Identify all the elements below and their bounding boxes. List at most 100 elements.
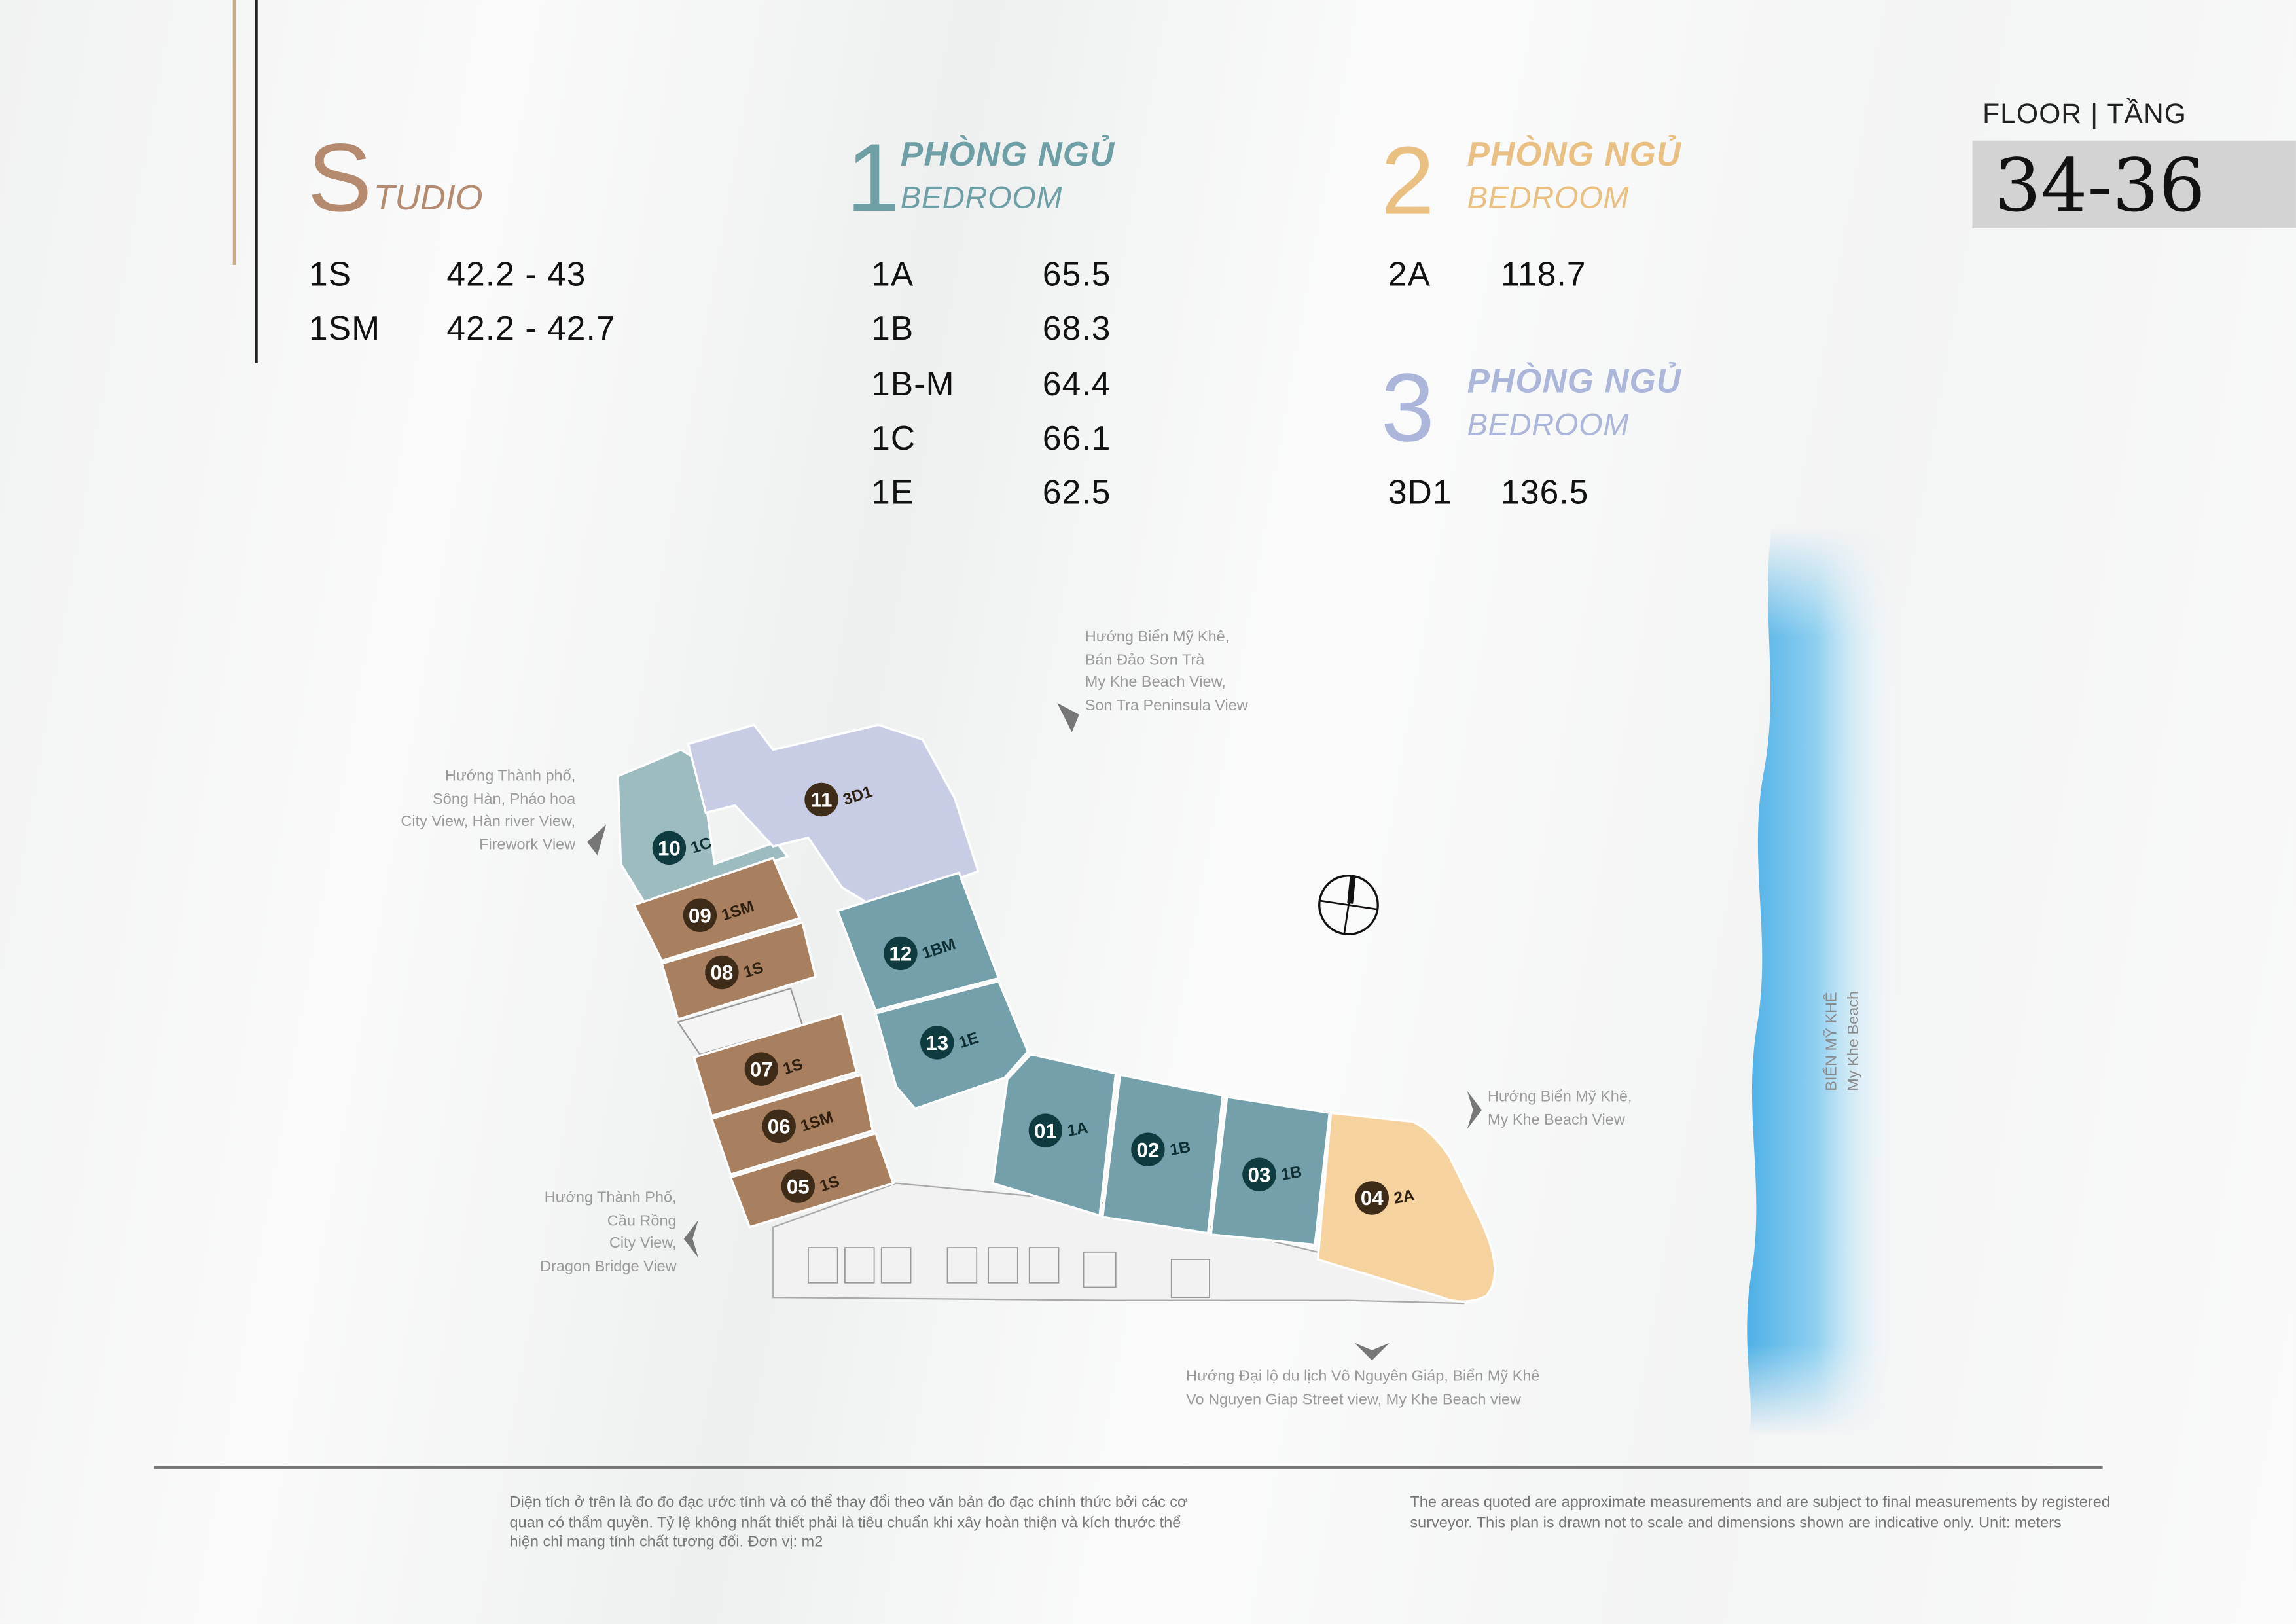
unit-type: 1E xyxy=(871,473,914,511)
floor-badge: 34-36 xyxy=(1972,140,2296,229)
view-text: Dragon Bridge View xyxy=(540,1257,677,1275)
unit-area: 62.5 xyxy=(1042,473,1111,511)
unit-type-label: 1A xyxy=(1066,1119,1090,1140)
unit-type-label: 1B xyxy=(1280,1163,1303,1184)
unit-number-circle xyxy=(884,936,918,971)
bedroom-title-vn: PHÒNG NGỦ xyxy=(1467,361,1682,400)
decorative-line xyxy=(255,0,257,363)
unit-08-area[interactable] xyxy=(660,921,817,1021)
arrow-northwest-icon xyxy=(587,824,607,856)
unit-number: 10 xyxy=(658,837,681,860)
unit-number: 04 xyxy=(1361,1187,1384,1210)
unit-type: 1A xyxy=(871,255,914,293)
unit-number: 06 xyxy=(768,1115,791,1138)
unit-area: 68.3 xyxy=(1042,309,1111,348)
view-label-west: Hướng Thành Phố, Cầu Rồng City View, Dragon… xyxy=(471,1187,677,1278)
arrow-south-icon xyxy=(1354,1343,1390,1361)
elevators xyxy=(808,1247,1210,1299)
view-label-north: Hướng Biển Mỹ Khê, Bán Đảo Sơn Trà My Khe … xyxy=(1085,627,1248,718)
unit-number-circle xyxy=(1131,1132,1165,1166)
unit-type: 1C xyxy=(871,418,916,458)
unit-04-area[interactable] xyxy=(1316,1111,1496,1303)
unit-area: 42.2 - 42.7 xyxy=(446,309,616,348)
disclaimer-en: The areas quoted are approximate measure… xyxy=(1410,1493,2110,1531)
unit-number-circle xyxy=(652,831,687,865)
unit-type: 3D1 xyxy=(1388,473,1452,511)
unit-number-circle xyxy=(804,782,838,817)
view-label-east: Hướng Biển Mỹ Khê, My Khe Beach View xyxy=(1488,1087,1632,1132)
unit-badge-04[interactable]: 04 2A xyxy=(1355,1181,1416,1215)
unit-number-circle xyxy=(683,898,717,932)
floor-value: 34-36 xyxy=(1994,143,2206,229)
disclaimer-vn: Diện tích ở trên là đo đo đạc ước tính v… xyxy=(509,1493,1188,1551)
arrow-north-icon xyxy=(1057,702,1079,732)
unit-type: 1B xyxy=(871,309,914,348)
unit-badge-02[interactable]: 02 1B xyxy=(1131,1132,1192,1166)
studio-title: TUDIO xyxy=(373,178,483,219)
unit-type-label: 1B xyxy=(1168,1138,1192,1159)
view-text: Firework View xyxy=(479,835,576,854)
view-text: Bán Đảo Sơn Trà xyxy=(1085,651,1205,669)
unit-number: 12 xyxy=(889,943,912,965)
unit-number: 03 xyxy=(1248,1163,1271,1186)
unit-badge-03[interactable]: 03 1B xyxy=(1242,1157,1303,1191)
view-text: City View, Hàn river View, xyxy=(401,812,576,831)
unit-number-circle xyxy=(1028,1113,1063,1147)
unit-type: 1S xyxy=(309,255,352,293)
bedroom-count: 2 xyxy=(1380,126,1435,234)
service-core xyxy=(772,1182,1465,1305)
unit-number: 01 xyxy=(1034,1119,1057,1142)
view-text: Hướng Đại lộ du lịch Võ Nguyên Giáp, Biể… xyxy=(1186,1367,1540,1386)
unit-area: 66.1 xyxy=(1042,418,1111,458)
unit-number-circle xyxy=(781,1169,816,1203)
unit-number-circle xyxy=(705,955,739,990)
unit-number-circle xyxy=(920,1026,954,1060)
bedroom-title-vn: PHÒNG NGỦ xyxy=(1467,134,1682,173)
unit-type: 1B-M xyxy=(871,365,955,403)
unit-badge-01[interactable]: 01 1A xyxy=(1028,1113,1090,1147)
view-text: City View, xyxy=(609,1234,677,1252)
unit-number-circle xyxy=(1355,1181,1389,1215)
unit-12-area[interactable] xyxy=(836,871,1000,1012)
unit-number: 08 xyxy=(711,962,734,984)
studio-initial: S xyxy=(307,122,372,232)
unit-number: 05 xyxy=(787,1175,810,1198)
unit-number: 13 xyxy=(925,1032,948,1055)
view-text: Hướng Thành phố, xyxy=(445,767,576,785)
bedroom-title-vn: PHÒNG NGỦ xyxy=(900,134,1115,173)
unit-type-label: 2A xyxy=(1393,1187,1416,1208)
unit-09-area[interactable] xyxy=(632,856,801,962)
view-text: Cầu Rồng xyxy=(607,1212,677,1230)
unit-area: 64.4 xyxy=(1042,365,1111,403)
unit-number-circle xyxy=(744,1052,779,1086)
floor-label: FLOOR | TẦNG xyxy=(1982,99,2187,131)
unit-number: 11 xyxy=(811,789,833,812)
unit-type: 2A xyxy=(1388,255,1431,293)
bedroom-title-en: BEDROOM xyxy=(900,181,1063,215)
bedroom-title-en: BEDROOM xyxy=(1467,181,1630,215)
view-text: My Khe Beach View xyxy=(1487,1110,1625,1128)
bedroom-count: 1 xyxy=(846,122,901,232)
unit-number: 09 xyxy=(689,904,711,927)
view-text: My Khe Beach View, xyxy=(1085,674,1226,691)
unit-number-circle xyxy=(1242,1157,1276,1191)
bedroom-title-en: BEDROOM xyxy=(1467,408,1630,442)
view-label-south: Hướng Đại lộ du lịch Võ Nguyên Giáp, Biể… xyxy=(1186,1366,1539,1411)
bedroom-count: 3 xyxy=(1380,353,1435,461)
unit-type: 1SM xyxy=(309,309,381,348)
unit-number-circle xyxy=(762,1109,796,1144)
arrow-east-icon xyxy=(1467,1091,1482,1129)
unit-area: 118.7 xyxy=(1501,255,1587,293)
view-text: Sông Hàn, Pháo hoa xyxy=(433,789,576,808)
unit-area: 136.5 xyxy=(1501,473,1589,511)
view-text: Vo Nguyen Giap Street view, My Khe Beach… xyxy=(1186,1390,1521,1409)
unit-area: 65.5 xyxy=(1042,255,1111,293)
decorative-line xyxy=(232,0,236,265)
unit-number: 02 xyxy=(1137,1138,1160,1161)
unit-area: 42.2 - 43 xyxy=(446,255,586,293)
view-text: Hướng Thành Phố, xyxy=(544,1189,677,1207)
beach-watercolor xyxy=(1747,527,1904,1435)
view-text: Hướng Biển Mỹ Khê, xyxy=(1085,628,1230,646)
